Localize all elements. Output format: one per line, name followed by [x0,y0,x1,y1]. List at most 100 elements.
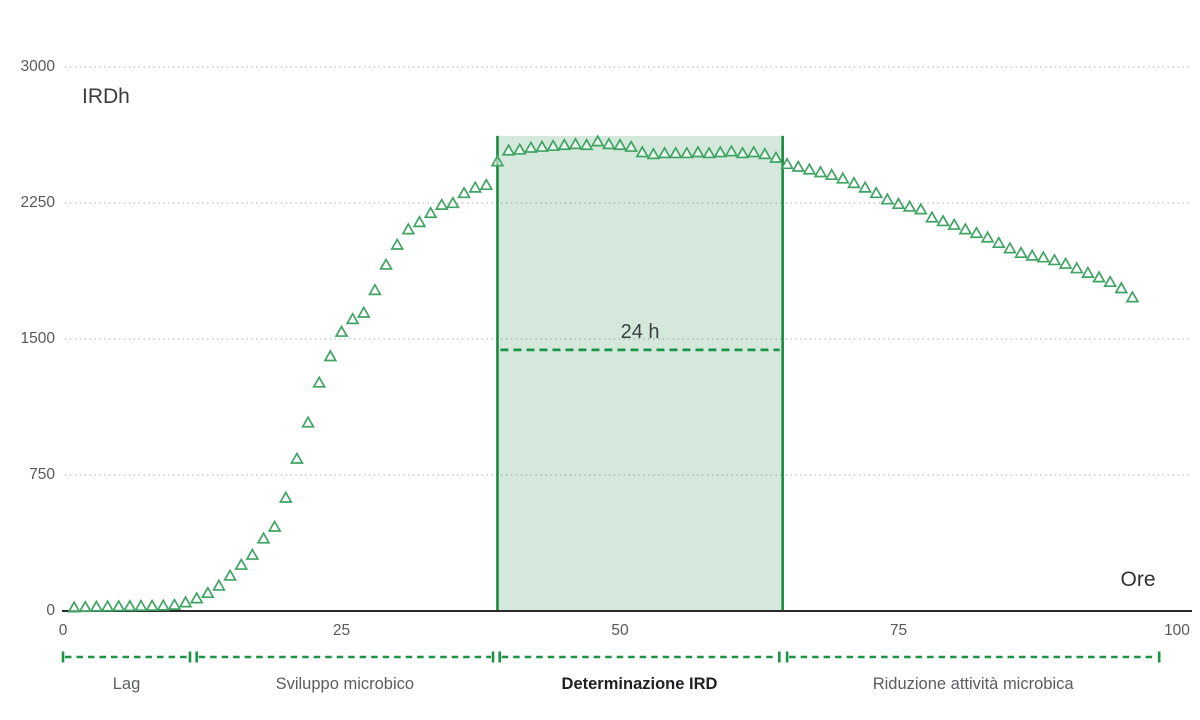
data-point-triangle [535,139,549,152]
data-point-triangle [234,557,249,570]
data-point-triangle [1125,290,1140,303]
data-point-triangle [401,222,416,235]
data-point-triangle [679,146,694,159]
data-point-triangle [267,519,282,532]
data-point-triangle [713,145,728,158]
x-tick-label: 0 [58,622,68,639]
data-point-triangle [590,134,605,147]
data-point-triangle [512,142,527,155]
data-point-triangle [301,415,315,428]
data-point-triangle [278,490,293,503]
y-tick-label: 2250 [20,194,55,211]
data-point-triangle [657,146,672,159]
data-point-triangle [980,230,995,243]
data-point-triangle [1092,270,1106,283]
y-tick-label: 3000 [20,58,55,75]
data-point-triangle [200,585,215,599]
x-tick-label: 50 [611,622,629,639]
data-point-triangle [847,176,861,189]
x-tick-label: 75 [889,622,908,639]
data-point-triangle [457,186,471,199]
data-point-triangle [880,192,895,205]
data-point-triangle [423,206,438,219]
data-point-triangle [434,197,449,210]
data-point-triangle [479,177,494,191]
data-point-triangle [757,147,772,160]
data-point-triangle [858,180,872,193]
data-point-triangle [624,139,639,152]
data-point-triangle [691,145,705,158]
data-point-triangle [601,137,616,150]
phase-label: Riduzione attività microbica [872,675,1074,693]
data-point-triangle [89,599,104,612]
data-point-triangle [746,145,761,158]
data-point-triangle [1003,241,1017,254]
data-point-triangle [557,138,572,151]
data-point-triangle [368,283,382,296]
region-duration-label: 24 h [620,320,660,343]
data-point-triangle [936,214,950,227]
x-tick-label: 100 [1164,622,1190,639]
data-point-triangle [379,257,393,270]
data-point-triangle [111,599,126,612]
data-point-triangle [579,138,594,151]
data-point-triangle [1047,253,1062,266]
data-point-triangle [791,159,806,172]
data-point-triangle [668,146,683,159]
data-point-triangle [702,146,716,159]
data-point-triangle [490,154,505,167]
data-point-triangle [245,547,260,560]
data-point-triangle [813,165,828,178]
data-point-triangle [412,215,427,228]
y-tick-label: 750 [29,466,55,483]
data-point-triangle [167,597,182,610]
data-point-triangle [1058,256,1073,269]
data-point-triangle [902,199,917,212]
data-point-triangle [724,144,739,157]
data-point-triangle [178,595,193,608]
data-point-triangle [345,312,360,325]
data-point-triangle [835,171,850,184]
data-point-triangle [958,222,973,235]
data-point-triangle [134,599,148,612]
data-point-triangle [913,202,928,215]
data-point-triangle [1081,265,1095,278]
data-point-triangle [1025,248,1040,261]
data-point-triangle [735,146,750,159]
data-point-triangle [568,137,583,150]
data-point-triangle [122,599,137,612]
data-point-triangle [613,138,627,151]
data-point-triangle [468,180,483,193]
data-point-triangle [145,598,159,611]
phase-label: Determinazione IRD [561,675,718,693]
data-point-triangle [769,150,783,163]
data-point-triangle [824,167,839,181]
data-point-triangle [78,600,93,613]
data-point-triangle [100,599,115,612]
data-point-triangle [802,162,817,175]
data-point-triangle [947,217,962,230]
y-axis-label: IRDh [82,85,130,108]
data-point-triangle [780,157,794,170]
data-point-triangle [290,451,304,464]
data-point-triangle [891,196,906,210]
data-point-triangle [323,349,338,362]
data-point-triangle [925,210,939,223]
data-point-triangle [156,598,171,611]
y-tick-label: 1500 [20,330,55,347]
data-point-triangle [356,305,371,318]
data-point-triangle [67,600,82,613]
data-point-triangle [869,186,884,199]
data-point-triangle [646,147,661,160]
data-point-triangle [635,145,650,158]
y-tick-label: 0 [46,602,55,619]
data-point-triangle [1036,250,1051,263]
data-point-triangle [991,235,1006,249]
phase-label: Sviluppo microbico [275,675,415,693]
data-point-triangle [1103,274,1118,288]
data-point-triangle [1069,261,1084,274]
data-point-triangle [189,591,204,604]
data-point-triangle [546,138,561,152]
